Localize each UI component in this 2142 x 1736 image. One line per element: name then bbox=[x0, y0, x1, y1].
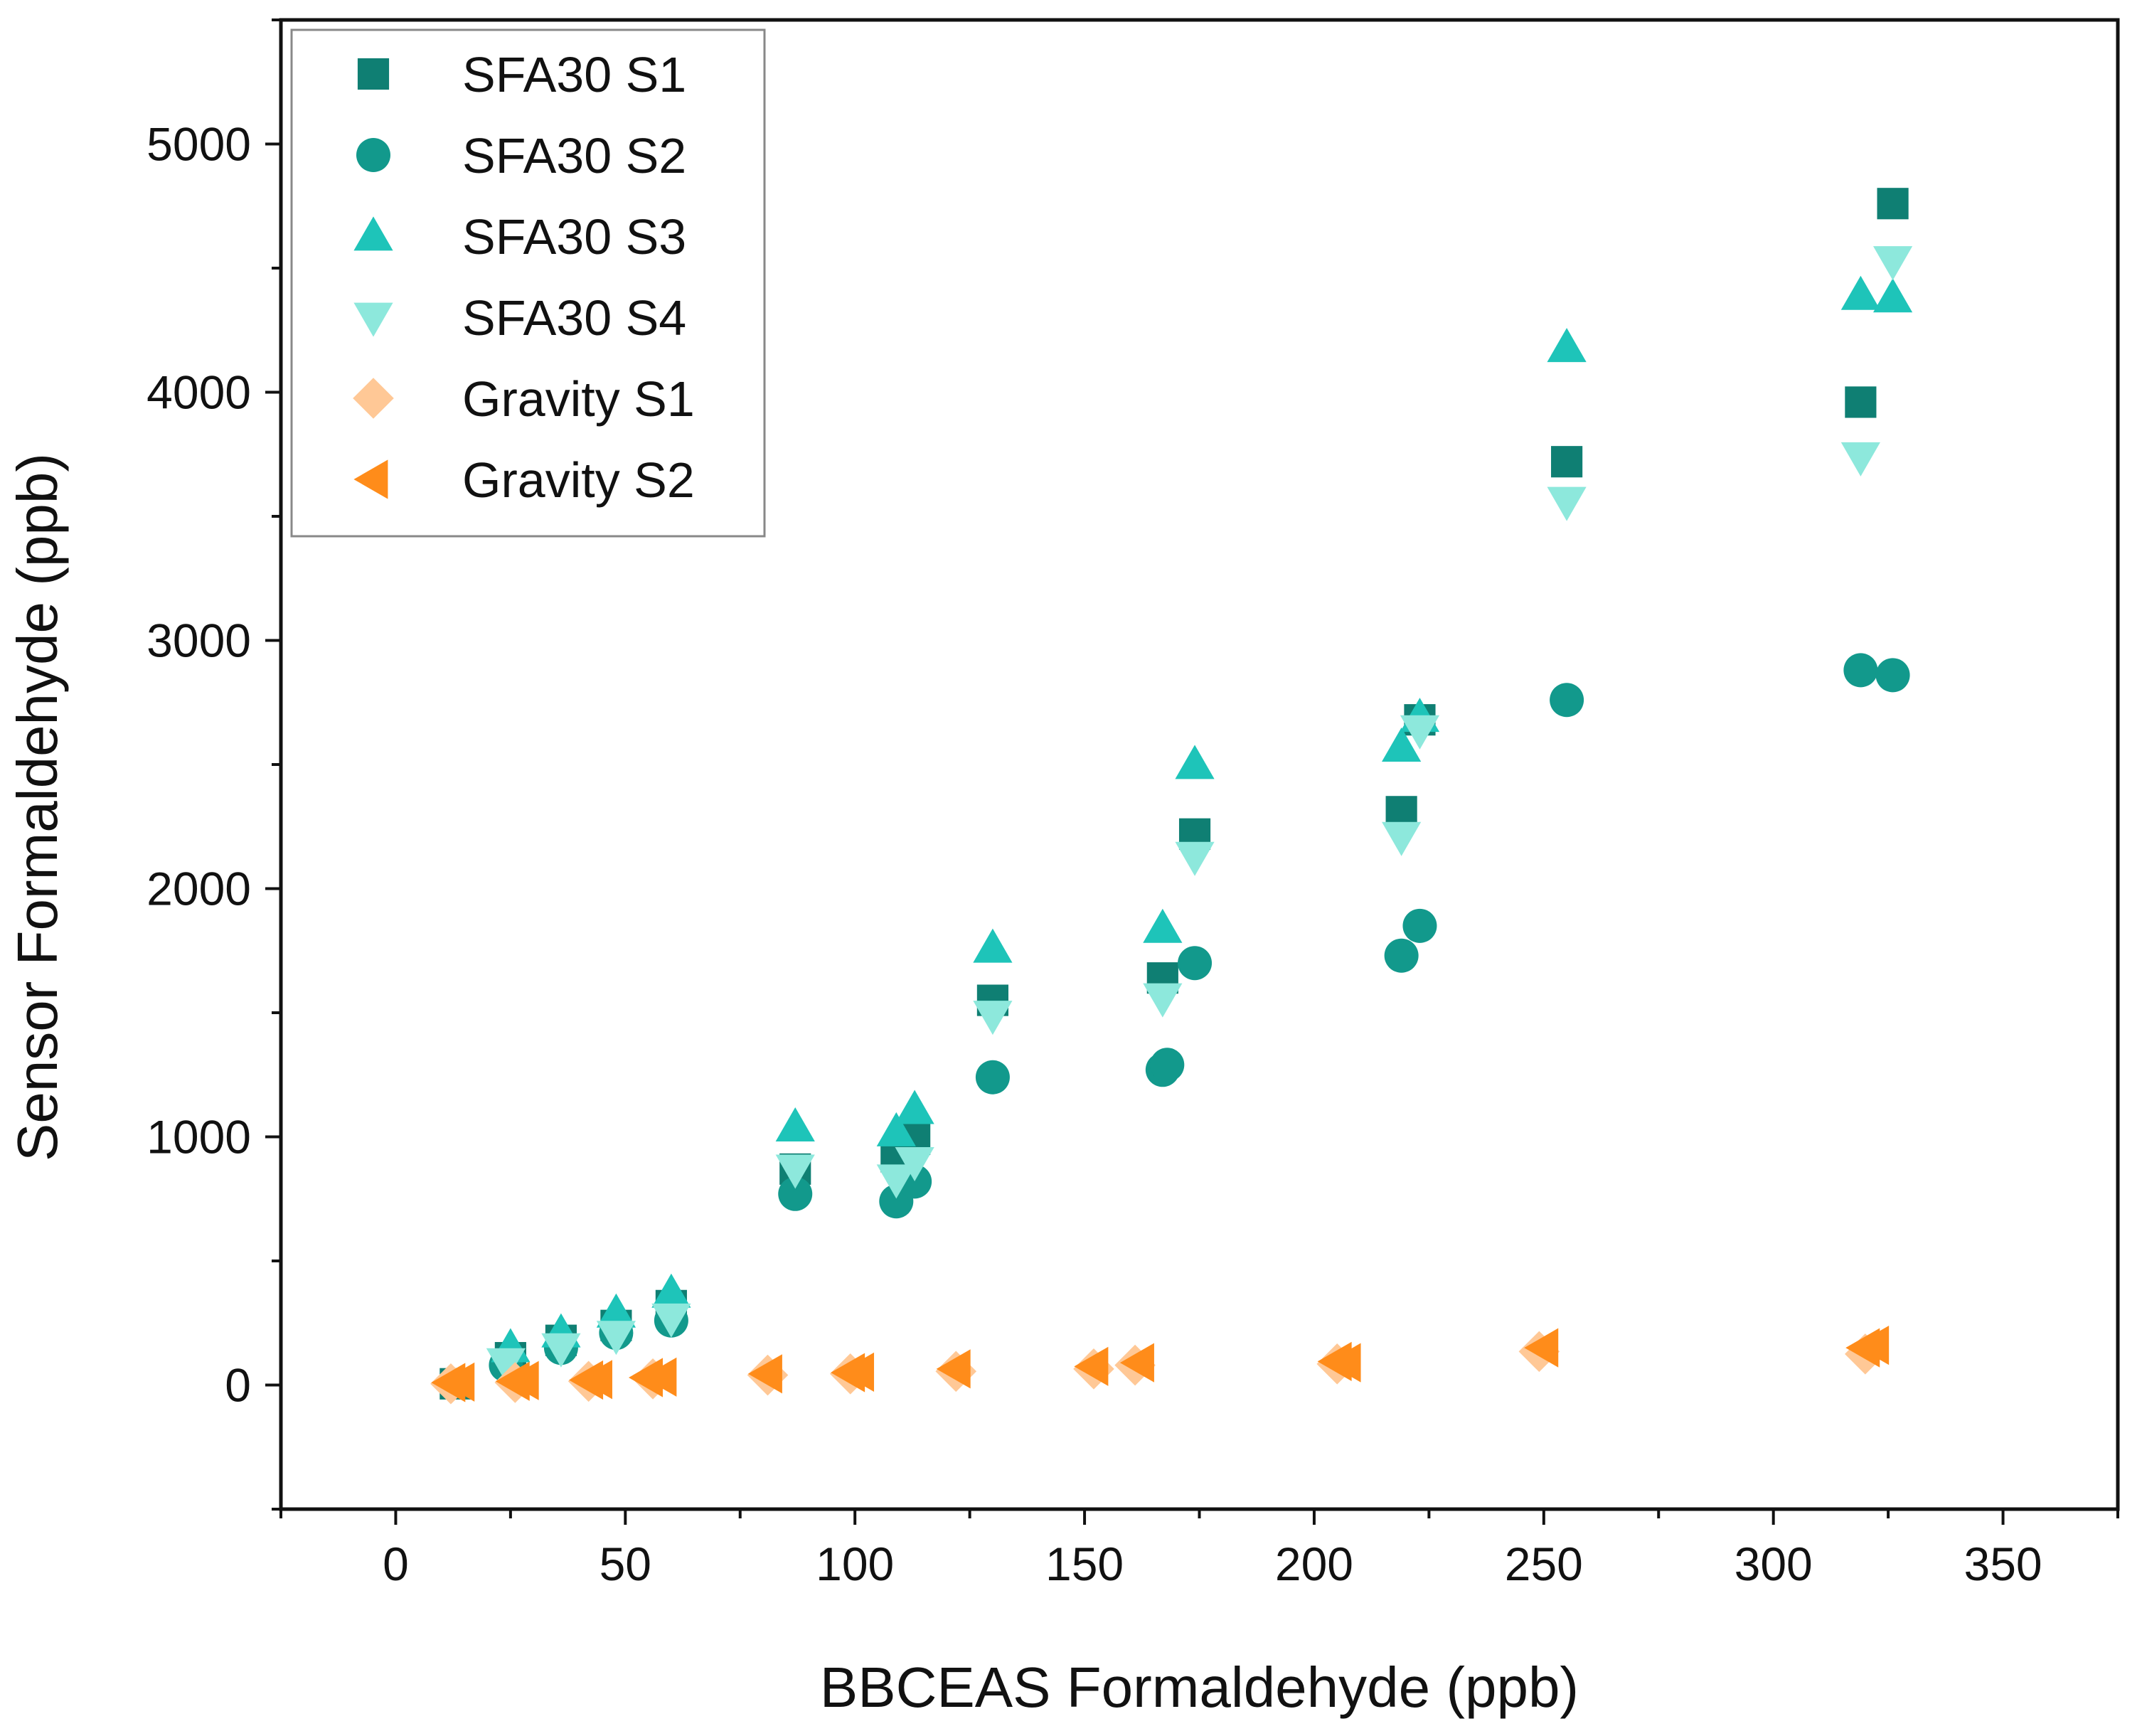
legend-marker bbox=[356, 138, 390, 172]
data-point bbox=[596, 1293, 636, 1328]
data-point bbox=[1877, 188, 1909, 220]
data-point bbox=[504, 1360, 539, 1400]
legend-box bbox=[290, 28, 766, 538]
legend-label: SFA30 S2 bbox=[462, 128, 686, 183]
data-point bbox=[747, 1354, 782, 1394]
data-point bbox=[840, 1352, 875, 1392]
y-axis-title: Sensor Formaldehyde (ppb) bbox=[6, 453, 69, 1161]
x-tick-label: 0 bbox=[383, 1538, 409, 1590]
data-point bbox=[541, 1333, 581, 1368]
y-tick-label: 2000 bbox=[146, 863, 251, 915]
data-point bbox=[775, 1154, 815, 1189]
legend-label: Gravity S2 bbox=[462, 452, 695, 508]
data-marks bbox=[430, 188, 1913, 1405]
x-tick-label: 300 bbox=[1735, 1538, 1813, 1590]
data-point bbox=[1143, 983, 1183, 1018]
x-tick-label: 250 bbox=[1505, 1538, 1583, 1590]
data-point bbox=[1175, 841, 1215, 876]
legend-item: SFA30 S1 bbox=[357, 47, 686, 102]
legend: SFA30 S1 SFA30 S2 SFA30 S3 SFA30 S4 Gravity … bbox=[290, 28, 766, 538]
data-point bbox=[651, 1303, 691, 1338]
legend-item: SFA30 S4 bbox=[353, 290, 686, 346]
data-point bbox=[651, 1273, 691, 1308]
data-point bbox=[440, 1362, 475, 1402]
x-axis-title: BBCEAS Formaldehyde (ppb) bbox=[820, 1656, 1579, 1719]
data-point bbox=[973, 1001, 1013, 1035]
legend-marker bbox=[353, 216, 393, 251]
y-tick-label: 3000 bbox=[146, 614, 251, 667]
data-point bbox=[1384, 938, 1419, 973]
data-point bbox=[486, 1348, 526, 1383]
legend-label: SFA30 S4 bbox=[462, 290, 686, 346]
data-point bbox=[1382, 727, 1422, 762]
data-point bbox=[1872, 278, 1913, 313]
legend-item: SFA30 S3 bbox=[353, 209, 686, 265]
data-point bbox=[642, 1357, 677, 1397]
data-point bbox=[1150, 1048, 1185, 1082]
data-point bbox=[1547, 328, 1587, 363]
y-tick-label: 4000 bbox=[146, 366, 251, 419]
legend-marker bbox=[353, 378, 394, 419]
data-point bbox=[1843, 653, 1878, 688]
data-point bbox=[1402, 908, 1437, 943]
y-tick-label: 0 bbox=[225, 1359, 251, 1412]
x-tick-label: 200 bbox=[1275, 1538, 1353, 1590]
data-point bbox=[1840, 275, 1880, 310]
data-point bbox=[1550, 683, 1584, 718]
data-point bbox=[1119, 1343, 1154, 1383]
legend-marker bbox=[353, 302, 393, 337]
data-point bbox=[778, 1176, 813, 1211]
data-point bbox=[1524, 1328, 1559, 1368]
data-point bbox=[1326, 1343, 1361, 1383]
legend-label: Gravity S1 bbox=[462, 371, 695, 427]
data-point bbox=[596, 1321, 636, 1356]
data-point bbox=[876, 1112, 916, 1146]
x-tick-label: 350 bbox=[1964, 1538, 2042, 1590]
legend-marker bbox=[357, 58, 390, 90]
data-point bbox=[775, 1107, 815, 1141]
data-point bbox=[1840, 442, 1880, 476]
legend-label: SFA30 S1 bbox=[462, 47, 686, 102]
data-point bbox=[1175, 745, 1215, 779]
data-point bbox=[876, 1164, 916, 1199]
axes: 0 50 100 150 200 250 300 350 0 1000 2000 3000 4000 50… bbox=[146, 18, 2120, 1590]
legend-item: SFA30 S2 bbox=[356, 128, 686, 183]
data-point bbox=[577, 1360, 612, 1400]
data-point bbox=[1547, 486, 1587, 521]
data-point bbox=[1382, 821, 1422, 856]
x-tick-label: 50 bbox=[600, 1538, 651, 1590]
x-tick-label: 100 bbox=[816, 1538, 894, 1590]
data-point bbox=[973, 928, 1013, 963]
data-point bbox=[1551, 446, 1583, 478]
data-point bbox=[1845, 386, 1877, 418]
data-point bbox=[1143, 908, 1183, 943]
data-point bbox=[1855, 1326, 1890, 1365]
x-tick-label: 150 bbox=[1045, 1538, 1124, 1590]
data-point bbox=[1872, 246, 1913, 281]
y-tick-label: 1000 bbox=[146, 1111, 251, 1163]
series-sfa30-s2 bbox=[489, 653, 1910, 1383]
legend-label: SFA30 S3 bbox=[462, 209, 686, 265]
y-tick-label: 5000 bbox=[146, 118, 251, 171]
series-gravity-s2 bbox=[431, 1326, 1890, 1402]
data-point bbox=[895, 1090, 934, 1124]
data-point bbox=[1400, 715, 1440, 750]
data-point bbox=[936, 1349, 971, 1389]
legend-item: Gravity S1 bbox=[353, 371, 695, 427]
data-point bbox=[975, 1060, 1010, 1095]
data-point bbox=[1875, 658, 1910, 693]
series-sfa30-s4 bbox=[486, 246, 1913, 1383]
data-point bbox=[895, 1147, 934, 1181]
legend-item: Gravity S2 bbox=[353, 452, 695, 508]
legend-marker bbox=[353, 459, 388, 499]
data-point bbox=[1178, 946, 1213, 981]
data-point bbox=[1074, 1346, 1109, 1386]
